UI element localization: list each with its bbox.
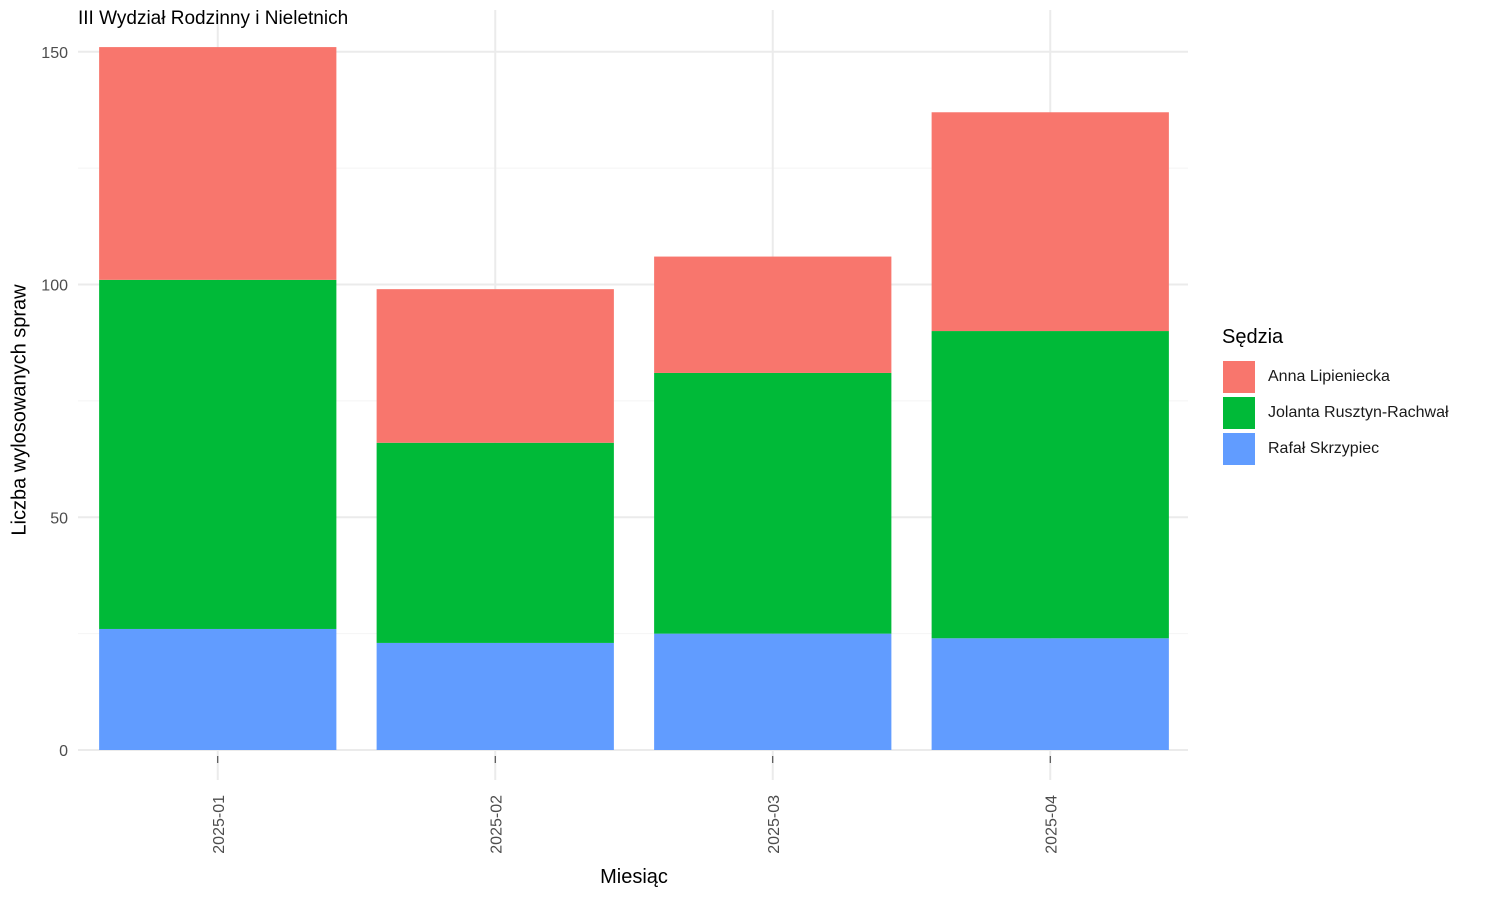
bar-segment	[931, 331, 1169, 639]
bar-segment	[376, 642, 614, 750]
bar-segment	[99, 47, 337, 280]
bar-segment	[931, 112, 1169, 332]
legend-item: Rafał Skrzypiec	[1222, 431, 1449, 467]
y-tick-label: 150	[41, 45, 68, 62]
bar-segment	[99, 628, 337, 750]
legend-items: Anna Lipieniecka Jolanta Rusztyn-Rachwał R…	[1222, 359, 1449, 467]
y-tick-label: 0	[59, 743, 68, 760]
bar-segment	[931, 638, 1169, 750]
x-tick-label: 2025-01	[211, 795, 228, 854]
x-tick-label: 2025-04	[1043, 795, 1060, 854]
legend-swatch	[1222, 396, 1256, 430]
legend-label: Rafał Skrzypiec	[1268, 440, 1380, 457]
y-tick-label: 50	[50, 510, 68, 527]
legend-label: Jolanta Rusztyn-Rachwał	[1268, 404, 1449, 421]
y-axis-ticks: 0 50 100 150	[41, 45, 68, 760]
legend-item: Anna Lipieniecka	[1222, 359, 1449, 395]
legend: Sędzia Anna Lipieniecka Jolanta Rusztyn-R…	[1222, 326, 1449, 467]
bar-segment	[376, 442, 614, 643]
legend-title: Sędzia	[1222, 326, 1284, 348]
legend-item: Jolanta Rusztyn-Rachwał	[1222, 395, 1449, 431]
x-axis-label: Miesiąc	[600, 866, 668, 888]
legend-swatch	[1222, 360, 1256, 394]
y-tick-label: 100	[41, 278, 68, 295]
bar-segment	[654, 633, 892, 750]
chart-title: III Wydział Rodzinny i Nieletnich	[78, 8, 349, 29]
bar-segment	[654, 256, 892, 373]
x-tick-label: 2025-02	[488, 795, 505, 854]
bar-segment	[654, 372, 892, 634]
y-axis-label: Liczba wylosowanych spraw	[8, 284, 31, 536]
legend-label: Anna Lipieniecka	[1268, 368, 1390, 385]
bars	[99, 47, 1169, 750]
legend-swatch	[1222, 432, 1256, 466]
bar-segment	[376, 289, 614, 443]
x-axis-ticks: 2025-01 2025-02 2025-03 2025-04	[211, 756, 1060, 854]
x-tick-label: 2025-03	[766, 795, 783, 854]
bar-segment	[99, 279, 337, 629]
